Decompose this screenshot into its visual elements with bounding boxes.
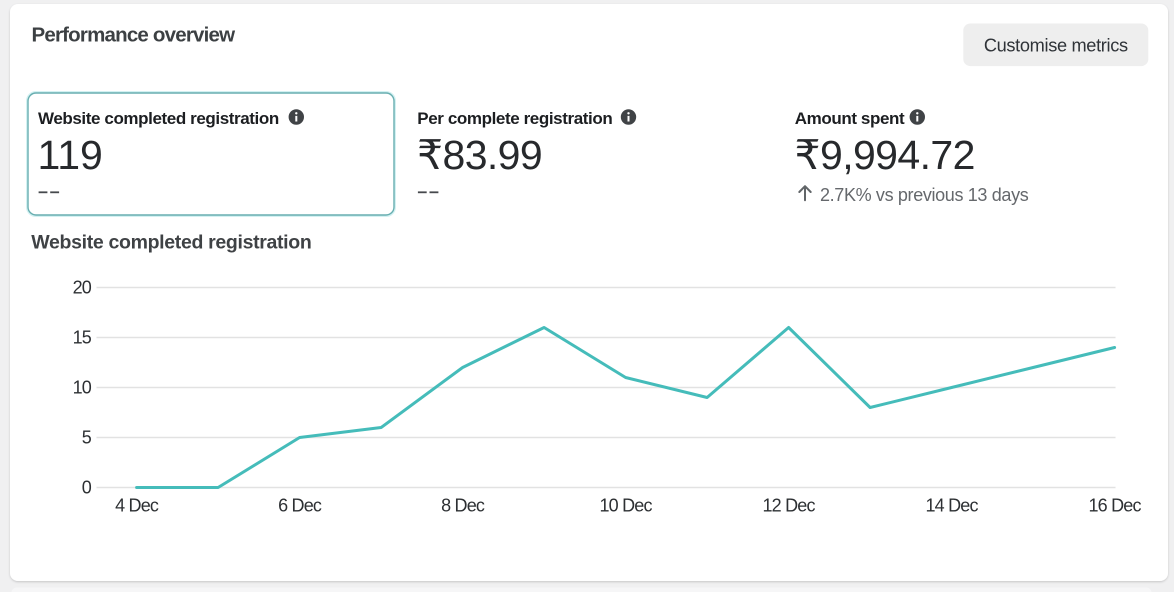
svg-text:8 Dec: 8 Dec — [441, 496, 485, 516]
svg-text:5: 5 — [82, 428, 92, 448]
svg-text:2.7K% vs previous 13 days: 2.7K% vs previous 13 days — [820, 185, 1029, 205]
svg-text:12 Dec: 12 Dec — [762, 496, 815, 516]
svg-text:Performance overview: Performance overview — [32, 23, 236, 46]
svg-text:Website completed registration: Website completed registration — [31, 232, 311, 254]
svg-text:0: 0 — [82, 478, 92, 498]
svg-text:Per complete registration: Per complete registration — [417, 109, 612, 128]
svg-text:Website completed registration: Website completed registration — [38, 109, 279, 128]
svg-text:119: 119 — [38, 132, 103, 178]
svg-text:10: 10 — [73, 378, 92, 398]
svg-text:14 Dec: 14 Dec — [925, 496, 978, 516]
svg-text:Customise metrics: Customise metrics — [984, 35, 1128, 55]
svg-text:6 Dec: 6 Dec — [278, 496, 322, 516]
svg-text:15: 15 — [73, 328, 92, 348]
svg-text:16 Dec: 16 Dec — [1088, 496, 1141, 516]
svg-text:10 Dec: 10 Dec — [599, 496, 652, 516]
svg-text:₹83.99: ₹83.99 — [417, 132, 542, 178]
svg-text:₹9,994.72: ₹9,994.72 — [795, 132, 975, 178]
svg-text:20: 20 — [73, 278, 92, 298]
svg-text:4 Dec: 4 Dec — [115, 496, 159, 516]
svg-text:Amount spent: Amount spent — [795, 109, 905, 128]
